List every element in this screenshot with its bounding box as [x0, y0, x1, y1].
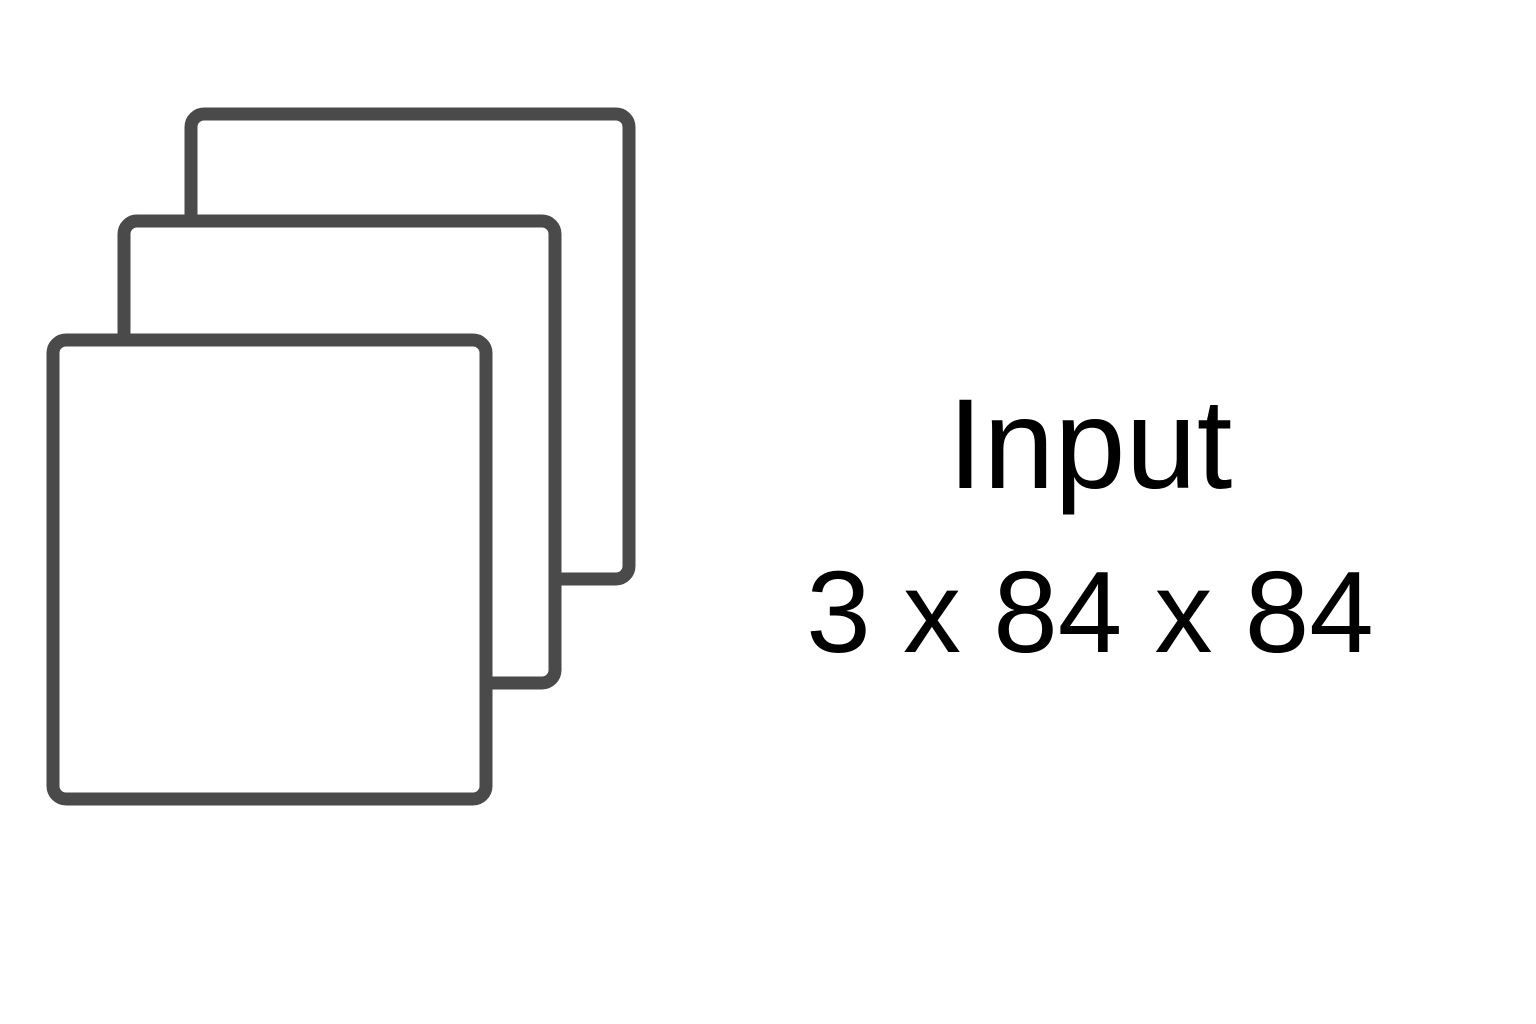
front-layer — [46, 333, 493, 806]
input-label: Input 3 x 84 x 84 — [760, 370, 1420, 692]
input-dimensions: 3 x 84 x 84 — [806, 547, 1374, 677]
input-title: Input — [947, 373, 1233, 516]
stacked-layers-icon — [0, 0, 700, 860]
